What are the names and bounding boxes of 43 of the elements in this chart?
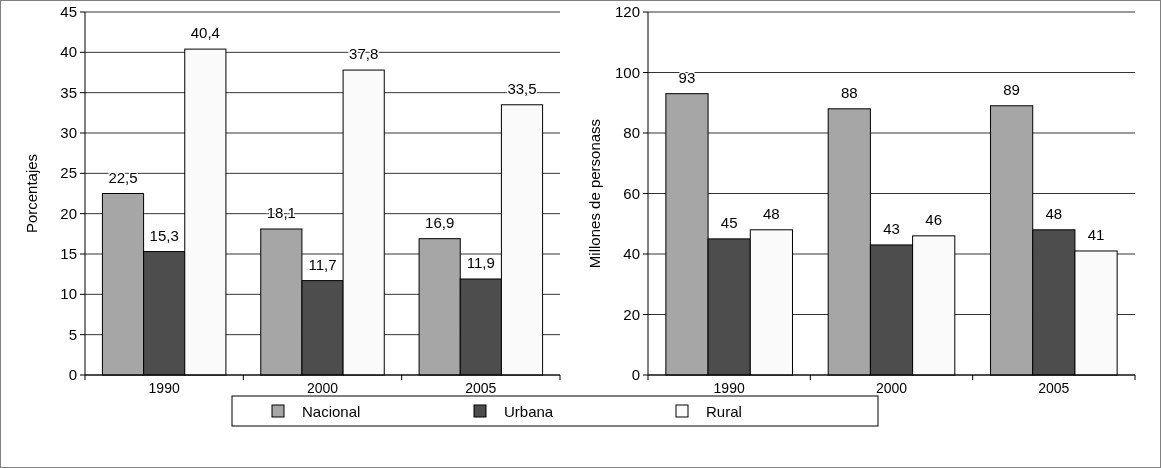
data-label: 46 (925, 210, 943, 228)
data-label: 41 (1087, 225, 1105, 243)
y-tick-label: 35 (60, 83, 77, 101)
y-tick-label: 80 (623, 124, 640, 141)
data-label: 22,5 (108, 168, 138, 186)
x-tick-label: 2000 (306, 380, 339, 396)
legend-label: Nacional (302, 403, 361, 420)
x-tick-label: 2005 (465, 380, 497, 396)
data-label: 16,9 (425, 213, 455, 231)
data-label: 15,3 (149, 226, 179, 244)
y-tick-label: 40 (60, 43, 77, 61)
data-label: 48 (1045, 204, 1063, 222)
y-tick-label: 120 (614, 3, 640, 20)
data-label: 88 (840, 83, 858, 101)
y-tick-label: 15 (60, 245, 77, 262)
y-axis-title: Millones de personass (586, 118, 603, 269)
y-tick-label: 60 (623, 184, 640, 202)
data-label: 40,4 (190, 24, 220, 42)
data-label: 93 (678, 68, 696, 86)
y-tick-label: 0 (631, 366, 640, 383)
y-tick-label: 25 (60, 164, 77, 182)
x-tick-label: 2000 (875, 380, 908, 396)
data-label: 43 (883, 219, 900, 237)
data-label: 45 (720, 213, 738, 231)
y-tick-label: 20 (623, 305, 640, 323)
y-tick-label: 5 (68, 325, 77, 343)
y-axis-title: Porcentajes (23, 153, 40, 234)
y-tick-label: 10 (60, 285, 77, 303)
data-label: 48 (763, 204, 780, 222)
legend-label: Urbana (504, 403, 554, 420)
x-tick-label: 1990 (713, 380, 745, 396)
x-tick-label: 1990 (148, 380, 180, 396)
y-tick-label: 40 (623, 245, 640, 262)
y-tick-label: 0 (68, 366, 77, 383)
x-tick-label: 2005 (1038, 380, 1070, 396)
y-tick-label: 100 (614, 63, 640, 81)
data-label: 89 (1003, 80, 1020, 98)
y-tick-label: 20 (60, 204, 77, 222)
data-label: 11,7 (308, 255, 337, 273)
y-tick-label: 30 (60, 124, 77, 141)
legend-label: Rural (706, 403, 742, 420)
data-label: 11,9 (466, 254, 495, 272)
y-tick-label: 45 (60, 3, 77, 20)
